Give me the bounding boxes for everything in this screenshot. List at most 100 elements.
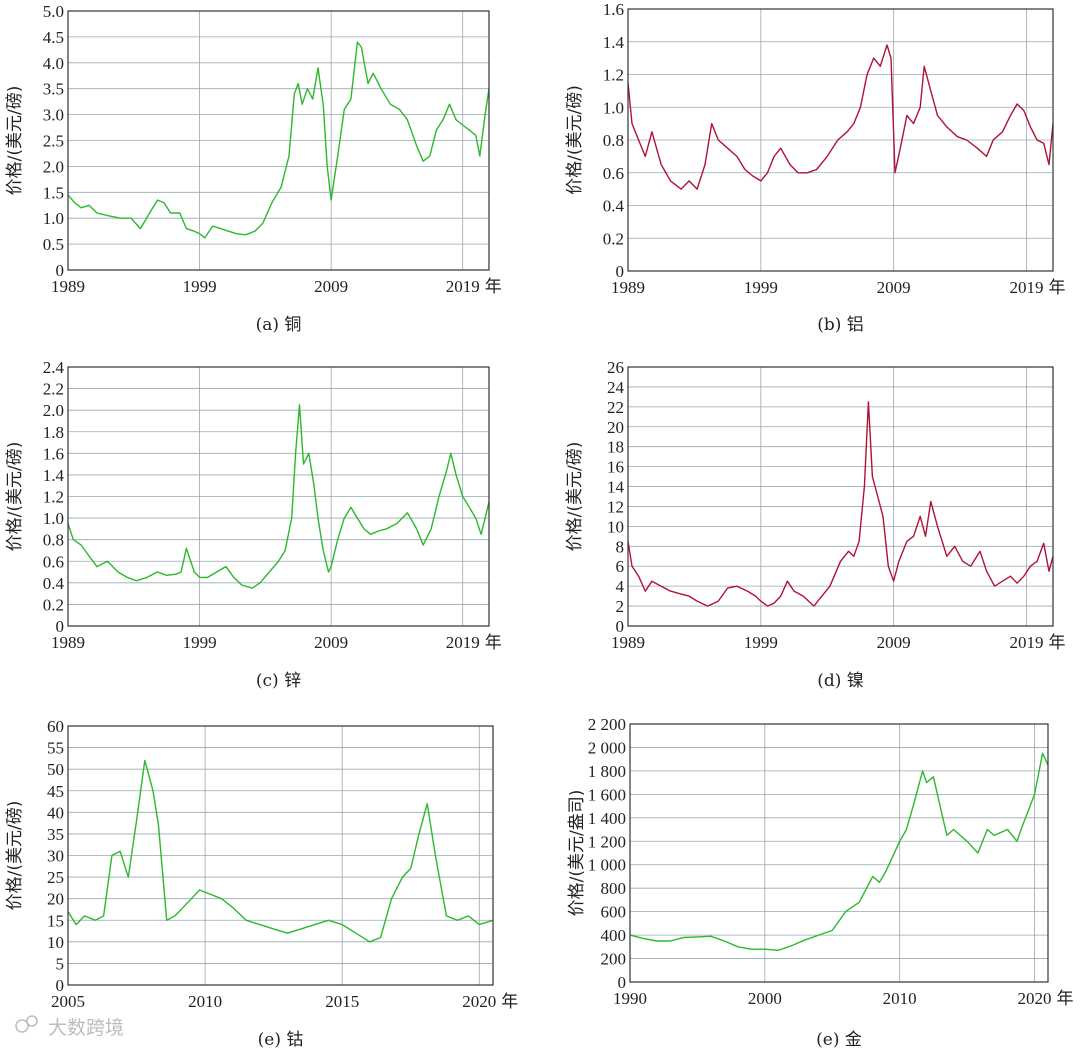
y-axis-label: 价格/(美元/磅) [5, 442, 25, 552]
x-tick-label: 2019 [1009, 278, 1043, 297]
y-tick-label: 0 [616, 617, 625, 636]
chart-caption: (a) 铜 [256, 315, 302, 335]
y-tick-label: 2.2 [43, 380, 64, 399]
x-tick-label: 1999 [183, 633, 217, 652]
y-tick-label: 0 [618, 973, 627, 992]
y-tick-label: 0 [56, 976, 65, 995]
y-axis-label: 价格/(美元/磅) [5, 801, 25, 911]
x-tick-label: 2020 [462, 992, 496, 1011]
chart-zinc: 0 0.2 0.4 0.6 0.8 1.0 1.2 1.4 1.6 1.8 2.0 2.2 2.4 198… [5, 358, 502, 691]
y-tick-label: 4.5 [43, 28, 64, 47]
y-tick-label: 1 600 [588, 785, 626, 804]
y-tick-label: 6 [616, 557, 625, 576]
x-tick-label: 1989 [51, 633, 85, 652]
y-axis-label: 价格/(美元/磅) [565, 85, 585, 195]
x-tick-label: 2019 [1009, 633, 1043, 652]
y-tick-label: 0.6 [603, 164, 624, 183]
y-tick-label: 14 [607, 478, 625, 497]
y-tick-label: 5.0 [43, 2, 64, 21]
y-tick-label: 15 [47, 911, 64, 930]
watermark-logo-icon-2 [26, 1015, 38, 1027]
y-tick-label: 35 [47, 825, 64, 844]
y-tick-label: 0 [56, 261, 65, 280]
y-tick-label: 24 [607, 378, 625, 397]
y-tick-label: 4 [616, 577, 625, 596]
y-tick-label: 2 [616, 597, 625, 616]
y-tick-label: 20 [607, 418, 624, 437]
y-tick-label: 2.4 [43, 358, 65, 377]
y-tick-label: 600 [601, 903, 627, 922]
y-tick-label: 400 [601, 926, 627, 945]
y-tick-label: 3.5 [43, 80, 64, 99]
y-tick-label: 2.0 [43, 401, 64, 420]
y-axis-label: 价格/(美元/磅) [565, 442, 585, 552]
y-tick-label: 40 [47, 803, 64, 822]
y-tick-label: 5 [56, 954, 65, 973]
y-axis-label: 价格/(美元/磅) [5, 86, 25, 196]
x-axis-unit: 年 [485, 277, 502, 297]
x-tick-label: 1999 [744, 633, 778, 652]
y-tick-label: 4.0 [43, 54, 64, 73]
x-tick-label: 2010 [883, 989, 917, 1008]
y-tick-label: 1.0 [603, 98, 624, 117]
x-tick-label: 2019 [446, 277, 480, 296]
y-tick-label: 1.5 [43, 183, 64, 202]
x-tick-label: 2020 [1018, 989, 1052, 1008]
axes-frame [629, 723, 1049, 983]
y-tick-label: 1.4 [43, 466, 65, 485]
x-tick-label: 2009 [314, 633, 348, 652]
y-tick-label: 2.5 [43, 132, 64, 151]
chart-cobalt: 0 5 10 15 20 25 30 35 40 45 50 55 60 2005 2010 2015 2020… [5, 717, 518, 1048]
y-tick-label: 2 000 [588, 738, 626, 757]
y-tick-label: 0.4 [43, 574, 65, 593]
y-tick-label: 0.6 [43, 552, 64, 571]
y-tick-label: 55 [47, 739, 64, 758]
watermark-logo-icon [15, 1019, 29, 1033]
y-tick-label: 16 [607, 458, 624, 477]
chart-copper: 0 0.5 1.0 1.5 2.0 2.5 3.0 3.5 4.0 4.5 5.0 1989 1999 2… [5, 2, 502, 335]
y-tick-label: 0.8 [43, 531, 64, 550]
y-tick-label: 1.0 [43, 509, 64, 528]
y-tick-label: 800 [601, 879, 627, 898]
y-tick-label: 10 [47, 933, 64, 952]
y-tick-label: 1.6 [603, 0, 624, 19]
y-tick-label: 1.2 [43, 488, 64, 507]
chart-caption: (c) 锌 [256, 671, 301, 691]
x-axis-unit: 年 [1048, 278, 1065, 298]
y-tick-label: 18 [607, 438, 624, 457]
y-tick-label: 200 [601, 950, 627, 969]
series-line-gold [629, 752, 1049, 951]
y-tick-label: 1 800 [588, 762, 626, 781]
x-tick-label: 1989 [611, 633, 645, 652]
y-tick-label: 1.4 [603, 33, 625, 52]
y-tick-label: 1.6 [43, 444, 64, 463]
plot-area [630, 724, 1048, 982]
y-tick-label: 3.0 [43, 106, 64, 125]
y-tick-label: 20 [47, 890, 64, 909]
y-tick-label: 0.2 [603, 229, 624, 248]
x-tick-label: 1999 [183, 277, 217, 296]
watermark: 大数跨境 [15, 1015, 124, 1039]
y-tick-label: 26 [607, 358, 624, 377]
chart-gold: 0 200 400 600 800 1 000 1 200 1 400 1 600 1 800 2 … [567, 715, 1074, 1048]
y-tick-label: 50 [47, 760, 64, 779]
y-tick-label: 22 [607, 398, 624, 417]
x-tick-label: 2019 [446, 633, 480, 652]
y-tick-label: 8 [616, 537, 625, 556]
y-tick-label: 0.8 [603, 131, 624, 150]
y-tick-label: 10 [607, 517, 624, 536]
x-tick-label: 1999 [744, 278, 778, 297]
chart-caption: (e) 金 [816, 1030, 862, 1048]
watermark-text: 大数跨境 [48, 1017, 124, 1039]
y-tick-label: 2 200 [588, 715, 626, 734]
axes-frame [67, 366, 490, 627]
y-tick-label: 1 200 [588, 832, 626, 851]
y-tick-label: 25 [47, 868, 64, 887]
y-tick-label: 30 [47, 847, 64, 866]
x-axis-unit: 年 [1057, 989, 1074, 1009]
y-tick-label: 0.5 [43, 235, 64, 254]
axes-frame [627, 8, 1054, 272]
chart-aluminum: 0 0.2 0.4 0.6 0.8 1.0 1.2 1.4 1.6 1989 1999 2009 201… [565, 0, 1065, 335]
